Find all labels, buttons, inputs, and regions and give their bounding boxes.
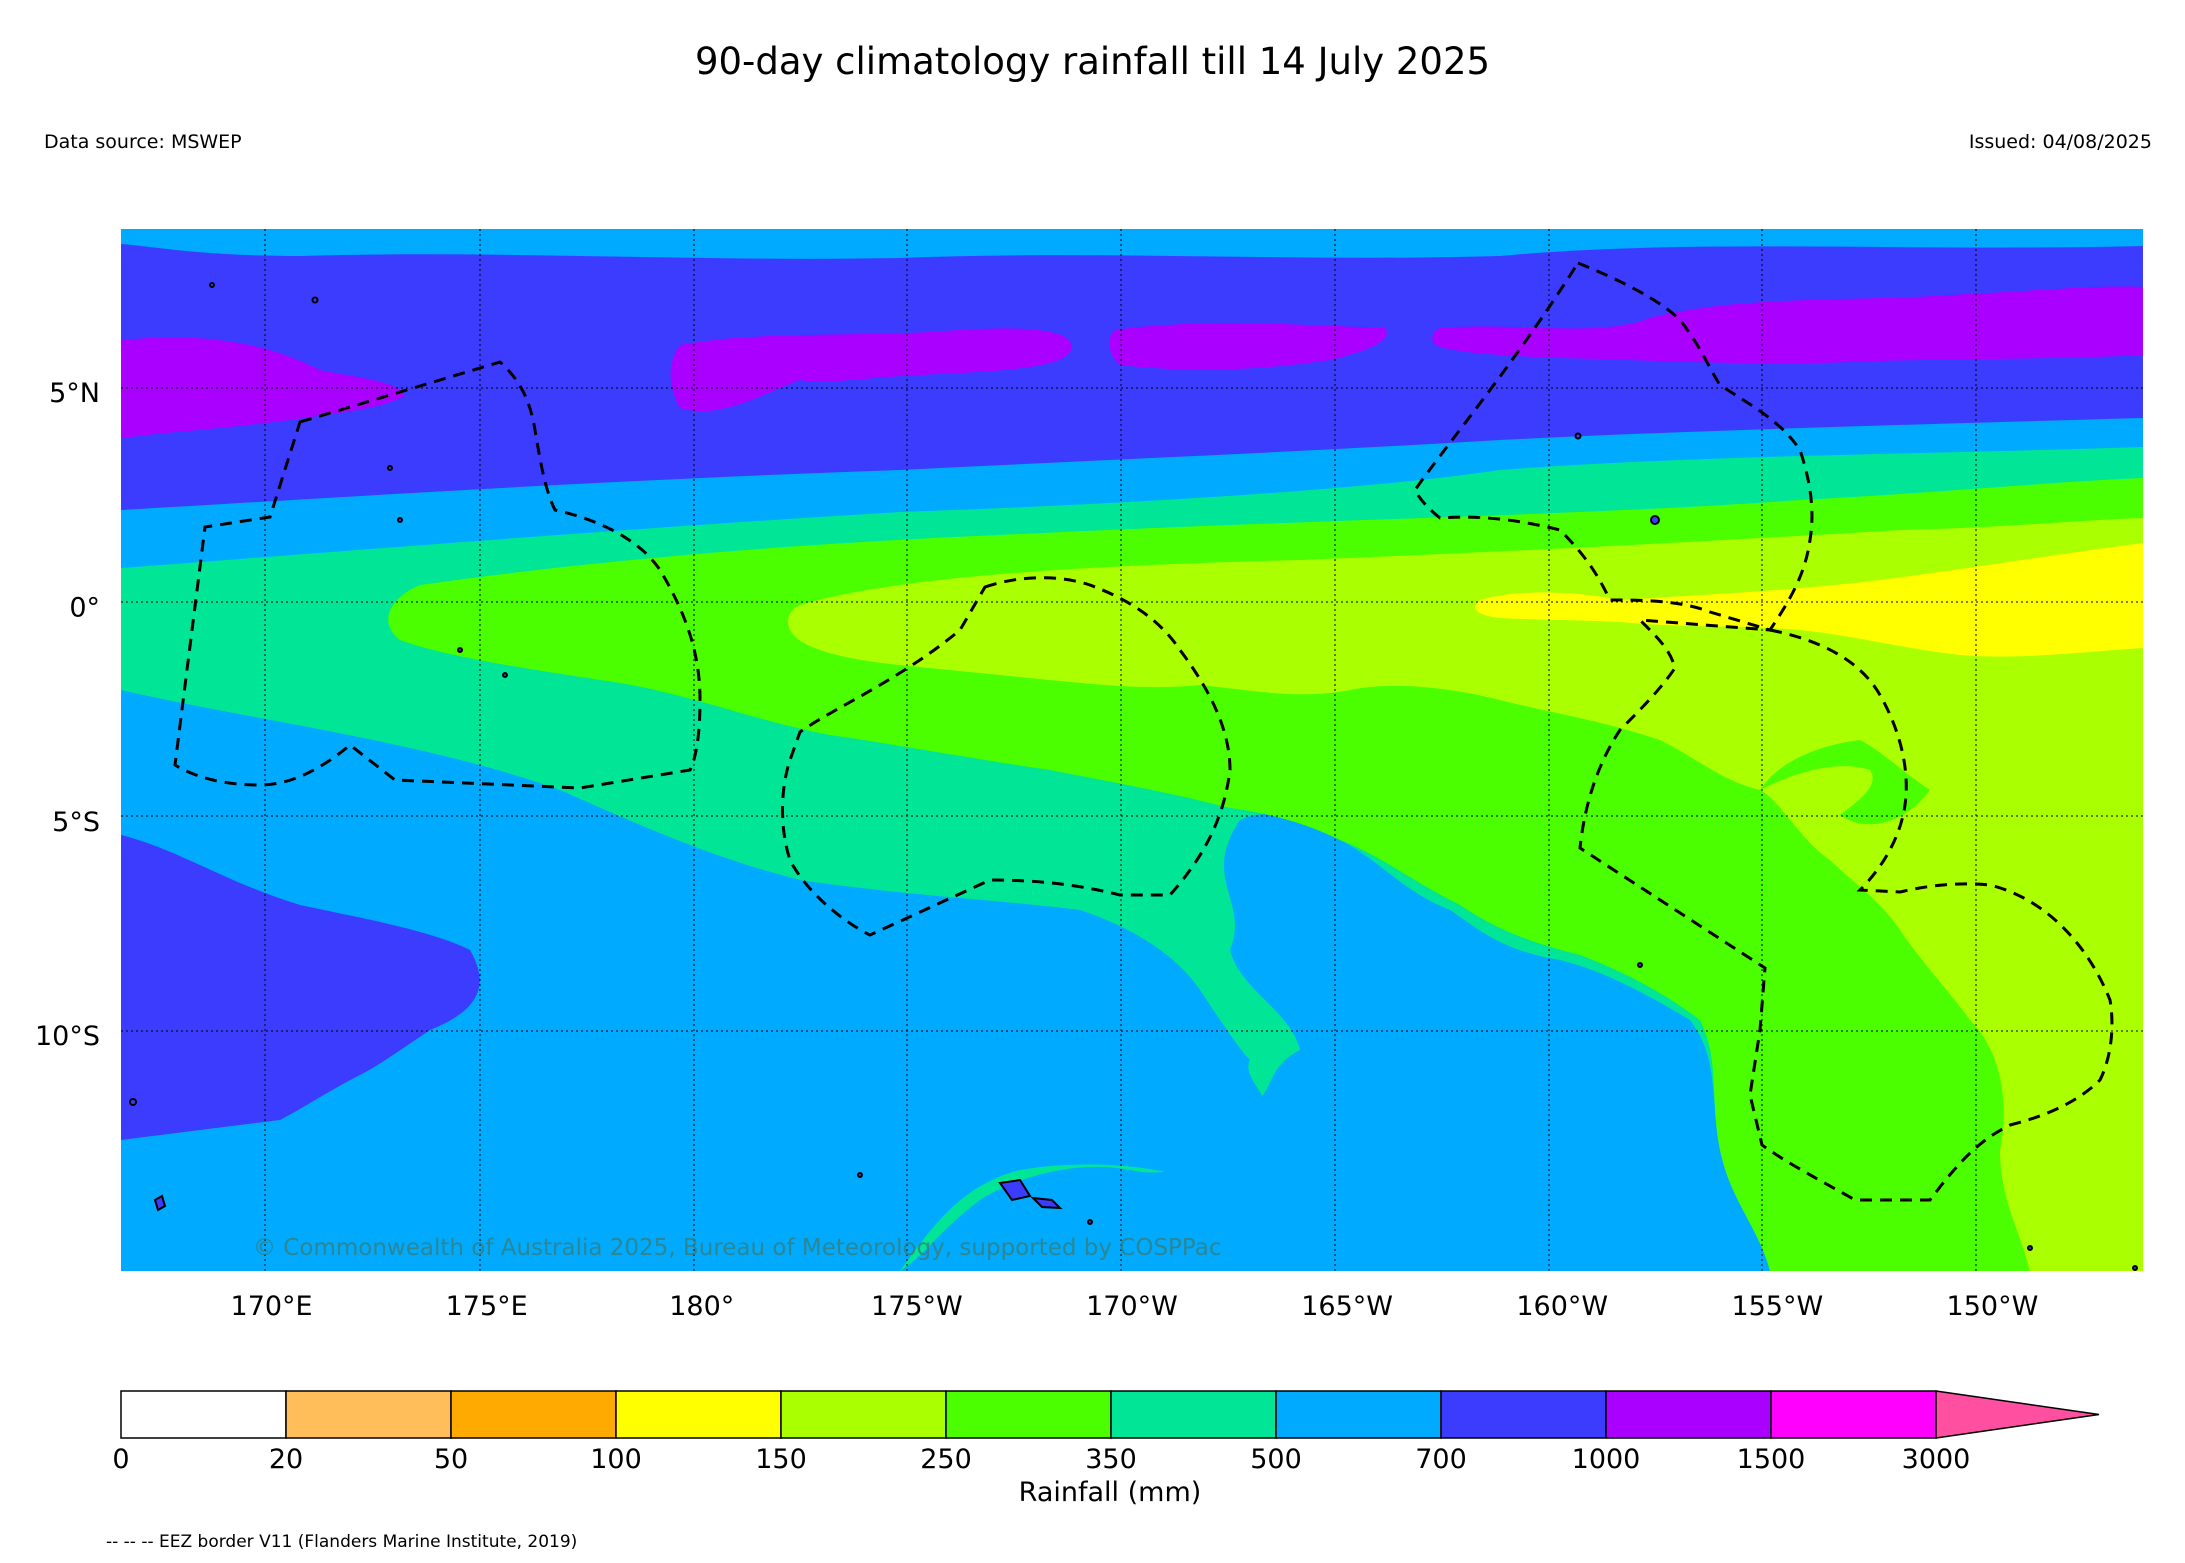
eez-legend-note: -- -- -- EEZ border V11 (Flanders Marine…: [106, 1532, 578, 1552]
island: [1650, 515, 1660, 525]
island: [387, 465, 393, 471]
x-tick-label: 165°W: [1301, 1291, 1393, 1322]
band-700-1000-southwest: [121, 835, 480, 1140]
band-100-150: [1475, 543, 2143, 657]
y-tick-label: 5°S: [52, 807, 100, 838]
data-source-label: Data source: MSWEP: [44, 131, 242, 153]
band-500-700-north: [121, 229, 2143, 259]
eez-tuvalu-gilberts: [173, 360, 702, 790]
colorbar-tick-label: 0: [112, 1444, 129, 1475]
x-tick-label: 150°W: [1947, 1291, 2039, 1322]
colorbar-swatch: [1275, 1390, 1442, 1439]
colorbar-swatch: [285, 1390, 452, 1439]
island: [2132, 1265, 2138, 1271]
colorbar-swatch: [780, 1390, 947, 1439]
colorbar-tick-label: 100: [590, 1444, 642, 1475]
colorbar-swatch: [1605, 1390, 1772, 1439]
colorbar-swatch: [120, 1390, 287, 1439]
colorbar-tick-label: 250: [920, 1444, 972, 1475]
eez-line-islands-north: [1413, 261, 1814, 632]
island: [209, 282, 215, 288]
x-tick-label: 160°W: [1516, 1291, 1608, 1322]
colorbar-swatch: [945, 1390, 1112, 1439]
colorbar-tick-label: 20: [269, 1444, 303, 1475]
island: [857, 1172, 863, 1178]
island: [1030, 1196, 1063, 1210]
colorbar-title: Rainfall (mm): [1019, 1477, 1202, 1508]
map-title: 90-day climatology rainfall till 14 July…: [694, 40, 1491, 83]
island: [1637, 962, 1643, 968]
island: [2027, 1245, 2033, 1251]
island: [153, 1194, 167, 1212]
eez-line-islands-south: [1578, 618, 2114, 1202]
colorbar-tick-label: 3000: [1902, 1444, 1971, 1475]
colorbar-tick-label: 1500: [1737, 1444, 1806, 1475]
y-tick-label: 0°: [69, 592, 100, 623]
colorbar-swatch: [450, 1390, 617, 1439]
colorbar: 0 20 50 100 150 250 350 500 700 1000 1500 3000: [112, 1390, 2100, 1475]
x-tick-label: 170°W: [1086, 1291, 1178, 1322]
rainfall-field: [121, 229, 2143, 1271]
band-1000-1500-east: [1432, 286, 2143, 364]
islands: [129, 282, 2138, 1271]
island: [1087, 1219, 1093, 1225]
island: [397, 517, 403, 523]
island: [502, 672, 508, 678]
colorbar-tick-label: 150: [755, 1444, 807, 1475]
y-tick-label: 10°S: [35, 1021, 100, 1052]
x-tick-label: 175°W: [871, 1291, 963, 1322]
colorbar-swatch: [615, 1390, 782, 1439]
x-tick-label: 155°W: [1731, 1291, 1823, 1322]
eez-phoenix: [781, 576, 1232, 937]
y-tick-label: 5°N: [49, 378, 100, 409]
band-500-700-south: [121, 690, 1266, 1271]
island: [998, 1178, 1032, 1202]
island: [1574, 432, 1582, 440]
colorbar-swatch: [1110, 1390, 1277, 1439]
colorbar-swatch: [1770, 1390, 1937, 1439]
colorbar-extend-arrow: [1935, 1390, 2100, 1439]
colorbar-tick-label: 700: [1415, 1444, 1467, 1475]
colorbar-tick-label: 1000: [1572, 1444, 1641, 1475]
island: [129, 1098, 137, 1106]
colorbar-tick-label: 500: [1250, 1444, 1302, 1475]
graticule: [121, 229, 2143, 1271]
x-tick-label: 175°E: [446, 1291, 528, 1322]
copyright-watermark: © Commonwealth of Australia 2025, Bureau…: [253, 1235, 1222, 1261]
island: [457, 647, 463, 653]
x-tick-label: 170°E: [231, 1291, 313, 1322]
y-axis-labels: 5°N 0° 5°S 10°S: [35, 378, 100, 1052]
x-tick-label: 180°: [669, 1291, 734, 1322]
band-1000-1500-central: [670, 328, 1072, 412]
x-axis-labels: 170°E 175°E 180° 175°W 170°W 165°W 160°W 155°W 1…: [231, 1291, 2039, 1322]
band-150-250: [788, 518, 2143, 1271]
band-1000-1500-mid: [1109, 323, 1387, 370]
eez-borders: [173, 261, 2114, 1202]
band-250-350-notch: [1760, 740, 1930, 825]
island: [311, 296, 319, 304]
issued-date-label: Issued: 04/08/2025: [1968, 131, 2152, 153]
colorbar-tick-label: 50: [434, 1444, 468, 1475]
colorbar-tick-label: 350: [1085, 1444, 1137, 1475]
colorbar-swatch: [1440, 1390, 1607, 1439]
